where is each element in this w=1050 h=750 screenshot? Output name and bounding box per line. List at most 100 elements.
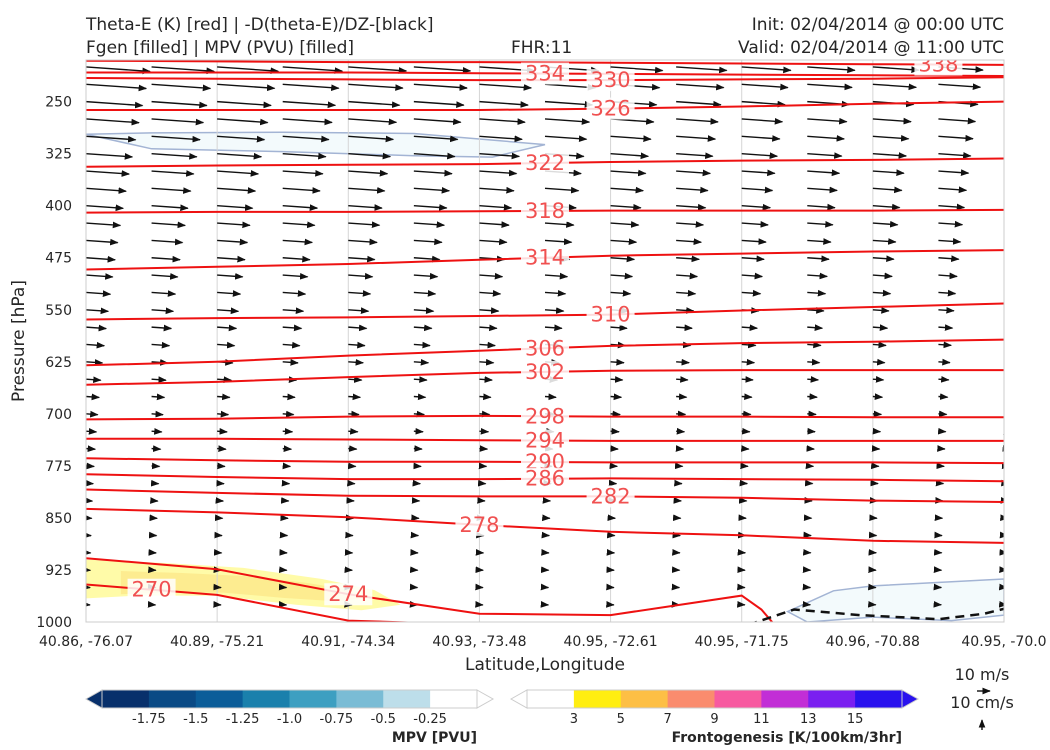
wind-vector — [1003, 379, 1004, 380]
wind-vector — [872, 289, 892, 297]
fgen-colorbar-tick: 9 — [710, 712, 718, 727]
wind-vector — [610, 289, 632, 297]
wind-vector — [282, 83, 340, 92]
wind-vector — [676, 238, 703, 245]
wind-vector — [544, 307, 565, 314]
wind-vector — [217, 118, 269, 126]
wind-vector — [807, 341, 822, 349]
wind-vector — [282, 169, 324, 177]
contour-label-bg — [586, 69, 635, 92]
mpv-colorbar-tick: -1.5 — [183, 712, 208, 727]
mpv-colorbar-extend-low — [84, 689, 103, 709]
wind-vector — [413, 290, 437, 297]
wind-vector — [413, 255, 441, 263]
wind-vector — [348, 83, 404, 91]
fgen-colorbar-extend-high — [901, 689, 920, 709]
theta-e-label-274: 274 — [328, 582, 368, 606]
wind-vector — [938, 152, 972, 159]
wind-vector — [282, 324, 303, 332]
wind-vector — [86, 410, 99, 418]
chart-title-line1: Theta-E (K) [red] | -D(theta-E)/DZ-[blac… — [86, 15, 434, 35]
wind-vector — [741, 238, 767, 245]
wind-vector — [413, 462, 422, 470]
wind-vector — [217, 221, 251, 229]
wind-vector — [151, 410, 164, 418]
wind-vector — [86, 273, 114, 280]
wind-vector — [86, 462, 95, 470]
wind-vector — [938, 255, 960, 262]
ref-horizontal-label: 10 m/s — [955, 665, 1010, 684]
wind-vector — [1003, 361, 1004, 363]
wind-vector — [86, 152, 134, 160]
wind-vector — [676, 66, 728, 74]
y-tick-label: 1000 — [36, 615, 72, 631]
wind-vector — [413, 66, 472, 74]
mpv-colorbar-swatch — [336, 690, 384, 708]
wind-vector — [807, 203, 836, 211]
wind-vector — [610, 410, 621, 418]
wind-vector — [413, 376, 428, 383]
y-tick-label: 325 — [45, 147, 72, 163]
wind-vector — [741, 410, 752, 418]
mpv-colorbar-tick: -1.75 — [132, 712, 166, 727]
wind-vector — [348, 135, 395, 143]
mpv-colorbar-swatch — [289, 690, 337, 708]
wind-vector — [741, 83, 789, 91]
x-tick-label: 40.95, -71.75 — [695, 634, 789, 650]
fgen-colorbar-tick: 3 — [570, 712, 578, 727]
wind-vector — [86, 290, 112, 297]
wind-vector — [348, 221, 381, 229]
fgen-colorbar-swatch — [667, 690, 715, 708]
wind-vector — [1003, 171, 1004, 172]
contour-label-bg — [521, 405, 569, 428]
wind-vector — [938, 410, 948, 418]
wind-vector — [151, 66, 215, 75]
wind-vector — [282, 238, 314, 246]
fgen-colorbar-swatch — [855, 690, 903, 708]
wind-vector — [86, 170, 130, 177]
wind-vector — [807, 169, 841, 177]
wind-vector — [479, 376, 493, 383]
fgen-colorbar-swatch — [620, 690, 669, 708]
wind-vector — [282, 118, 333, 126]
wind-vector — [479, 118, 526, 125]
wind-vector — [1003, 292, 1004, 294]
wind-vector — [479, 272, 504, 280]
wind-vector — [86, 324, 108, 332]
wind-vector — [217, 272, 244, 280]
wind-vector — [151, 273, 179, 280]
wind-vector — [1003, 309, 1004, 311]
wind-vector — [938, 169, 970, 176]
theta-e-label-270: 270 — [132, 578, 172, 602]
wind-vector — [1003, 327, 1004, 328]
fgen-colorbar-tick: 13 — [800, 712, 817, 727]
wind-vector — [544, 221, 575, 228]
wind-vector — [413, 410, 426, 418]
wind-vector — [348, 152, 392, 160]
y-axis-label: Pressure [hPa] — [9, 280, 29, 402]
theta-e-label-330: 330 — [591, 68, 631, 92]
wind-vector — [741, 100, 786, 108]
wind-vector — [544, 238, 573, 246]
wind-vector — [938, 341, 952, 349]
wind-vector — [86, 118, 140, 126]
wind-vector — [1003, 136, 1004, 138]
wind-vector — [610, 324, 628, 332]
contour-label-bg — [521, 199, 569, 222]
wind-vector — [86, 255, 116, 263]
wind-vector — [676, 135, 717, 142]
wind-vector — [217, 204, 254, 212]
wind-vector — [807, 410, 817, 418]
wind-vector — [807, 289, 827, 297]
wind-vector — [741, 341, 757, 349]
theta-e-label-282: 282 — [591, 484, 631, 508]
mpv-colorbar-swatch — [430, 690, 478, 708]
wind-vector — [807, 220, 834, 228]
wind-vector — [610, 376, 624, 383]
wind-vector — [741, 272, 764, 280]
theta-e-label-310: 310 — [591, 303, 631, 327]
y-tick-label: 250 — [45, 95, 72, 111]
fgen-colorbar-swatch — [761, 690, 809, 708]
wind-vector — [872, 238, 897, 245]
wind-vector — [479, 427, 490, 435]
